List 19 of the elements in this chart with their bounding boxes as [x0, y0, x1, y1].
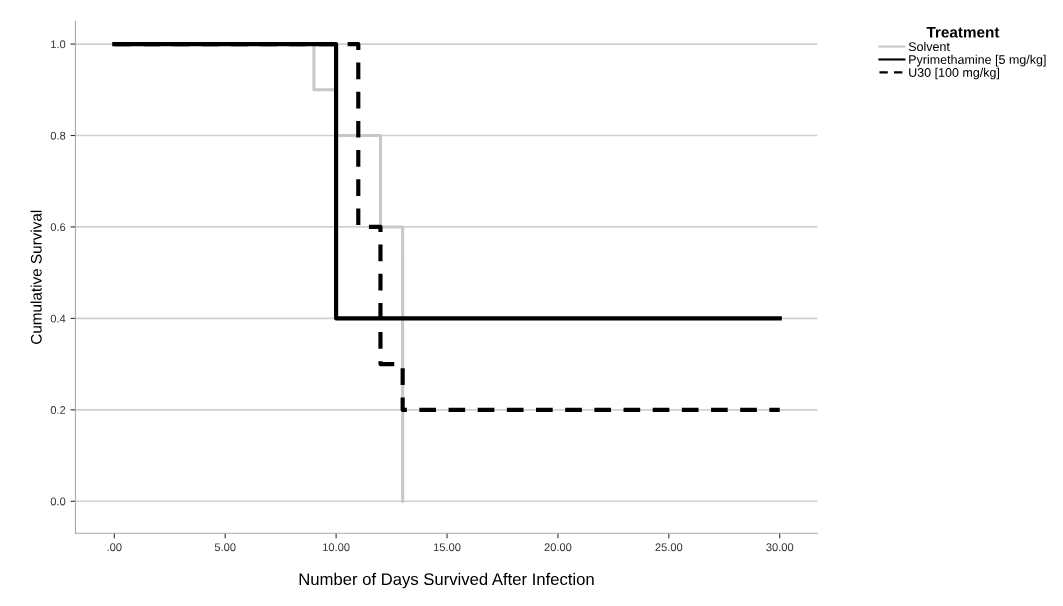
x-tick-label: 10.00 [323, 543, 350, 552]
y-axis-title: Cumulative Survival [30, 210, 42, 344]
y-tick-label: 0.4 [50, 314, 66, 323]
y-tick-label: 0.2 [50, 406, 66, 414]
x-tick-label: 25.00 [655, 543, 683, 552]
x-tick-label: 20.00 [544, 543, 572, 552]
x-tick-label: 15.00 [433, 543, 461, 552]
legend-title: Treatment [926, 26, 1000, 38]
x-tick-label: .00 [107, 543, 122, 552]
y-tick-label: 0.8 [50, 131, 66, 140]
x-tick-label: 5.00 [214, 543, 236, 552]
y-tick-label: 0.6 [50, 223, 66, 232]
x-tick-label: 30.00 [766, 543, 794, 552]
legend-label: Solvent [908, 41, 950, 52]
x-axis-title: Number of Days Survived After Infection [299, 572, 594, 589]
y-tick-label: 0.0 [50, 497, 66, 506]
legend-label: Pyrimethamine [5 mg/kg] [909, 54, 1046, 67]
y-tick-label: 1.0 [51, 40, 66, 49]
legend-label: U30 [100 mg/kg] [909, 67, 1000, 80]
